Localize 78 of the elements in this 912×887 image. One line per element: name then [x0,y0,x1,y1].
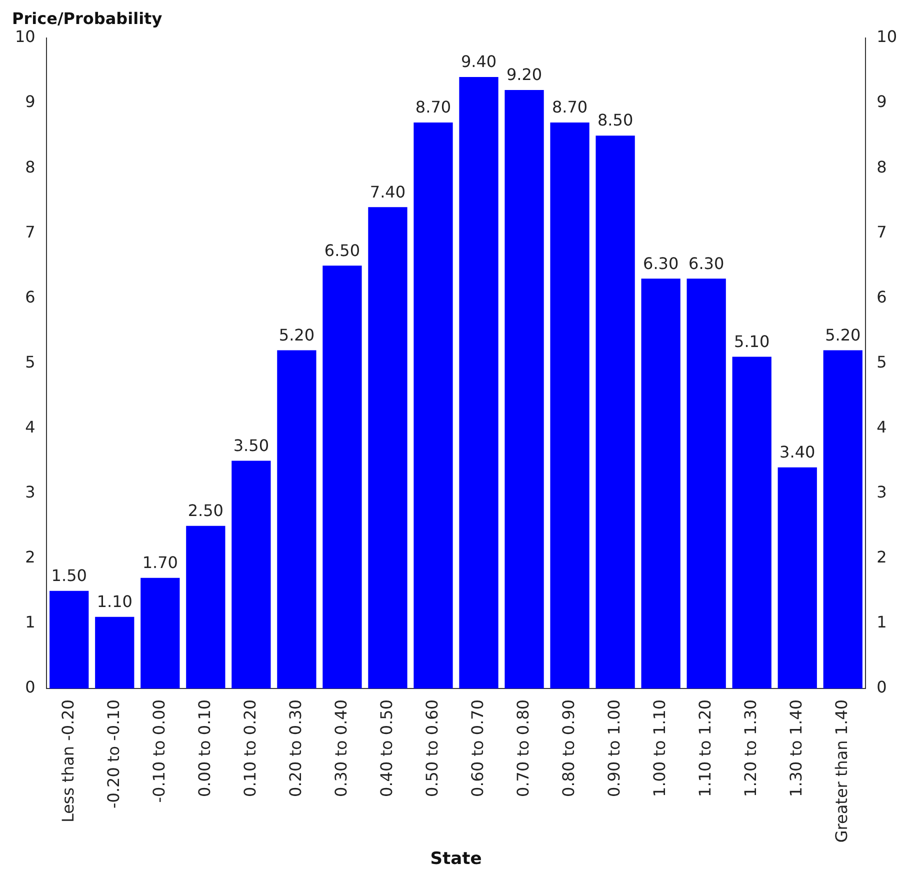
y-tick-label: 10 [15,27,36,46]
x-tick-label: 0.10 to 0.20 [240,699,260,797]
y-tick-label: 5 [25,352,36,372]
y2-tick-label: 7 [876,222,887,242]
y-tick-label: 3 [25,482,36,502]
bar [414,122,453,688]
x-tick-label: 0.90 to 1.00 [604,699,624,797]
y2-tick-label: 6 [876,287,887,306]
data-label: 6.30 [688,254,724,273]
x-tick-label: 0.80 to 0.90 [558,699,578,797]
y2-tick-label: 1 [876,612,887,632]
data-label: 1.50 [51,566,87,586]
y2-tick-label: 9 [876,92,887,112]
data-label: 5.10 [734,332,770,351]
data-label: 9.20 [506,65,542,84]
x-tick-label: 0.50 to 0.60 [422,699,442,797]
data-label: 8.70 [552,98,588,117]
bar [823,350,862,688]
data-label: 1.10 [96,592,132,612]
bar [186,526,226,688]
x-tick-label: 1.00 to 1.10 [650,699,669,797]
bar [732,356,772,688]
y2-tick-label: 10 [876,27,897,46]
x-tick-label: Greater than 1.40 [832,699,852,843]
y-tick-label: 6 [25,287,36,306]
x-axis-title: State [430,849,482,870]
data-label: 3.50 [233,436,269,455]
bar [504,90,544,688]
data-label: 6.50 [324,240,360,260]
y-tick-label: 9 [25,92,36,112]
x-tick-label: 1.20 to 1.30 [741,699,760,797]
bar [140,578,180,688]
data-label: 8.70 [415,98,452,117]
y-tick-label: 8 [25,157,36,176]
data-label: 9.40 [460,52,497,72]
x-tick-label: 1.10 to 1.20 [695,699,714,797]
y-tick-label: 0 [25,678,36,697]
y2-tick-label: 0 [876,678,887,697]
y-tick-label: 4 [25,417,36,436]
bar [550,122,590,688]
data-label: 7.40 [370,182,406,202]
y-tick-label: 2 [25,548,36,567]
x-tick-label: Less than -0.20 [58,699,78,823]
x-tick-label: 0.20 to 0.30 [286,699,305,797]
data-label: 2.50 [188,501,224,520]
data-label: 8.50 [597,110,634,130]
bar [277,350,316,688]
data-label: 5.20 [825,325,861,344]
y2-tick-label: 4 [876,417,887,436]
bar [459,77,498,688]
bar [322,266,362,688]
y2-tick-label: 3 [876,482,887,502]
y-tick-label: 7 [25,222,36,242]
data-label: 5.20 [278,325,315,344]
y2-tick-label: 8 [876,157,887,176]
bar [368,207,408,688]
x-tick-label: 0.00 to 0.10 [194,699,214,797]
x-tick-label: 0.70 to 0.80 [513,699,532,797]
x-tick-label: 0.40 to 0.50 [376,699,396,797]
data-label: 3.40 [780,442,816,462]
bar [596,136,635,688]
data-label: 6.30 [643,254,679,273]
x-tick-label: 0.60 to 0.70 [468,699,487,797]
bar [686,278,726,688]
y2-tick-label: 2 [876,548,887,567]
bar [641,278,680,688]
bar [95,616,134,688]
data-label: 1.70 [142,553,178,572]
y2-tick-label: 5 [876,352,887,372]
x-tick-label: 0.30 to 0.40 [331,699,350,797]
y-tick-label: 1 [25,612,36,632]
y-axis-title: Price/Probability [12,9,163,28]
bar [50,590,89,688]
x-tick-label: -0.10 to 0.00 [149,699,168,803]
bar [778,467,817,688]
x-tick-label: 1.30 to 1.40 [786,699,806,797]
x-tick-label: -0.20 to -0.10 [104,699,123,809]
bar [232,460,271,688]
